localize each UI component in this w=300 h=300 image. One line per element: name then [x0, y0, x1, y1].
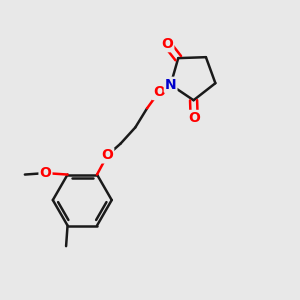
Text: O: O [188, 111, 200, 125]
Text: O: O [153, 85, 165, 99]
Text: O: O [101, 148, 113, 162]
Text: O: O [40, 166, 51, 180]
Text: O: O [161, 37, 173, 51]
Text: N: N [165, 78, 176, 92]
